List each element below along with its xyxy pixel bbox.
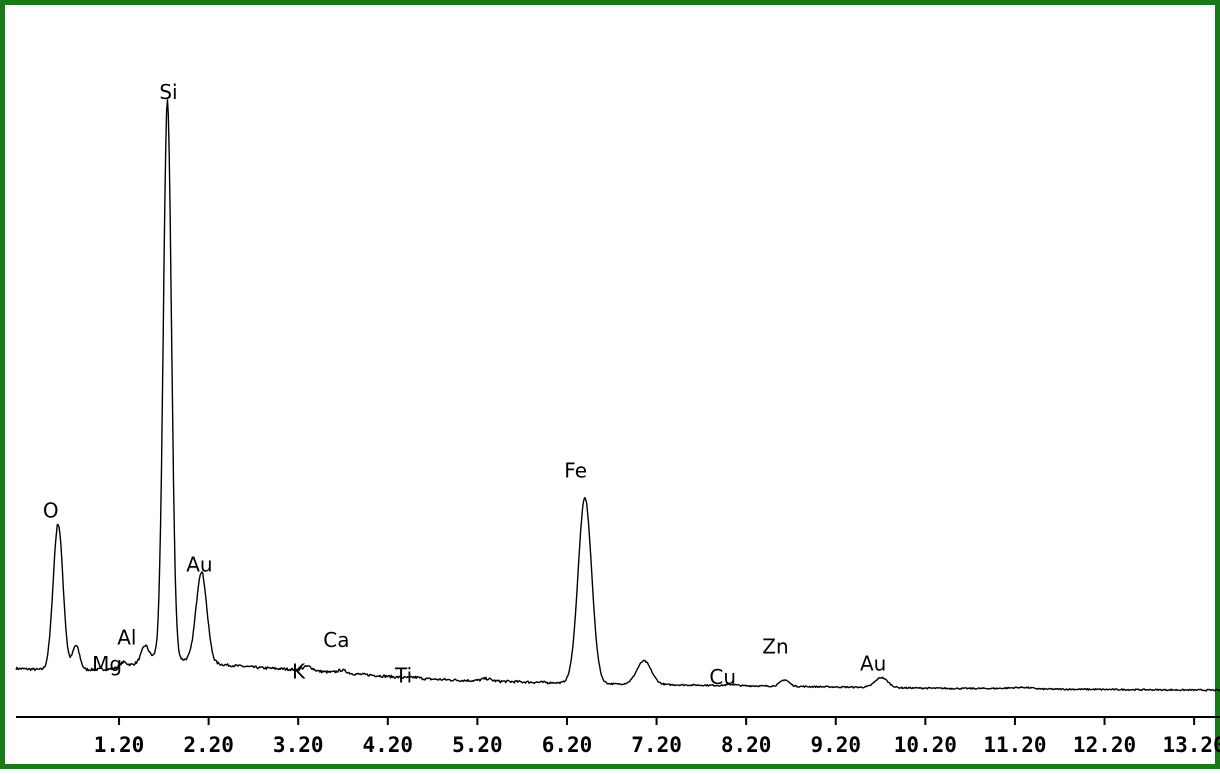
peak-labels: O Si Au Al Mg K Ca Ti Fe Cu Zn Au (43, 80, 886, 689)
x-tick-label: 1.20 (94, 733, 145, 757)
x-tick-label: 11.20 (983, 733, 1046, 757)
x-tick-label: 2.20 (183, 733, 234, 757)
spectrum-line (15, 99, 1220, 692)
x-tick-label: 7.20 (631, 733, 682, 757)
peak-label-cu: Cu (709, 665, 736, 689)
x-tick-label: 5.20 (452, 733, 503, 757)
peak-label-ca: Ca (323, 628, 349, 652)
peak-label-o: O (43, 499, 59, 523)
x-tick-label: 3.20 (273, 733, 324, 757)
spectrum-chart: 1.20 2.20 3.20 4.20 5.20 6.20 7.20 8.20 9.20 10.2… (15, 80, 1220, 757)
peak-label-k: K (292, 659, 306, 683)
peak-label-zn: Zn (762, 634, 788, 658)
peak-label-au: Au (860, 651, 886, 675)
peak-label-au: Au (186, 553, 212, 577)
x-tick-label: 4.20 (363, 733, 414, 757)
peak-label-fe: Fe (564, 459, 587, 483)
x-tick-label: 8.20 (721, 733, 772, 757)
peak-label-mg: Mg (92, 652, 122, 676)
peak-label-si: Si (159, 80, 177, 104)
x-axis-ticks: 1.20 2.20 3.20 4.20 5.20 6.20 7.20 8.20 9.20 10.2… (94, 717, 1220, 757)
x-tick-label: 10.20 (894, 733, 957, 757)
x-tick-label: 12.20 (1073, 733, 1136, 757)
x-tick-label: 6.20 (542, 733, 593, 757)
peak-label-ti: Ti (394, 664, 412, 688)
x-tick-label: 9.20 (810, 733, 861, 757)
peak-label-al: Al (117, 625, 136, 649)
x-tick-label: 13.20 (1163, 733, 1220, 757)
